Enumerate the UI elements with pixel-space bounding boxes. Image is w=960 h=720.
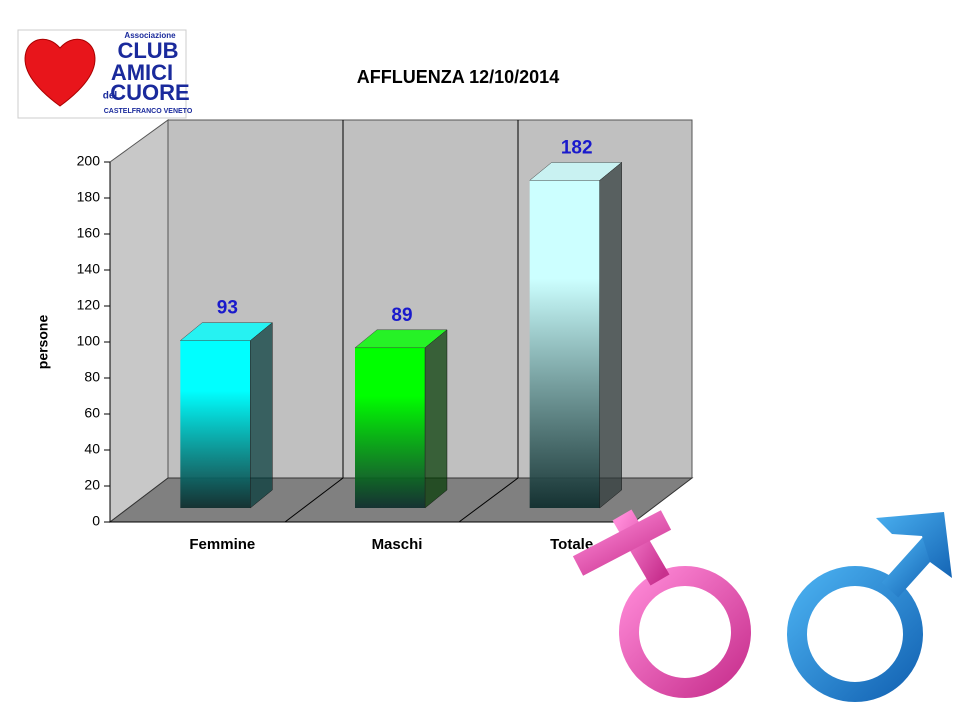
y-tick-label: 20 (84, 477, 100, 493)
divider (284, 477, 344, 523)
venus-stem (612, 509, 670, 586)
logo-text: CLUB (117, 38, 178, 63)
mars-arrow (876, 512, 952, 578)
bar (179, 322, 274, 509)
logo: Associazione CLUB AMICI del CUORE CASTEL… (17, 29, 193, 119)
logo-text: CUORE (110, 80, 189, 105)
y-axis-label: persone (35, 315, 51, 370)
side-wall (109, 119, 169, 524)
bar-front (529, 180, 600, 508)
divider (458, 477, 519, 523)
bar-top (354, 329, 448, 349)
bar-side-dark (425, 329, 447, 508)
y-tick-label: 120 (77, 297, 101, 313)
y-tick-label: 60 (84, 405, 100, 421)
bar-side-dark (599, 162, 622, 508)
y-tick-label: 140 (77, 261, 101, 277)
venus-bar (572, 510, 672, 576)
bar-front (355, 347, 425, 508)
logo-text: CASTELFRANCO VENETO (104, 108, 193, 115)
bar (528, 161, 623, 509)
x-tick-label: Maschi (372, 536, 423, 553)
x-tick-label: Totale (550, 536, 593, 553)
logo-text: AMICI (111, 60, 173, 85)
y-tick-label: 80 (84, 369, 100, 385)
logo-heart (24, 38, 96, 107)
bar-front (180, 340, 251, 508)
y-tick-label: 0 (92, 513, 100, 529)
y-tick-label: 200 (77, 153, 101, 169)
bar-top (528, 162, 623, 181)
value-label: 182 (561, 137, 593, 158)
mars-ring (787, 566, 923, 702)
bar-side-dark (250, 322, 273, 508)
value-label: 93 (217, 298, 238, 319)
bar (354, 329, 448, 509)
value-label: 89 (391, 305, 412, 326)
x-tick-label: Femmine (189, 536, 255, 553)
y-tick-label: 180 (77, 189, 101, 205)
venus-ring (619, 566, 751, 698)
logo-text: Associazione (124, 31, 176, 40)
y-tick-label: 100 (77, 333, 101, 349)
gender-symbols (572, 509, 952, 702)
logo-text: del (103, 91, 118, 102)
y-tick-label: 160 (77, 225, 101, 241)
y-tick-label: 40 (84, 441, 100, 457)
plot: 0 20 40 60 80 100 120 140 160 180 200 Femmine 93 Masc… (77, 137, 623, 553)
chart-title: AFFLUENZA 12/10/2014 (357, 67, 559, 87)
bar-top (179, 322, 274, 341)
